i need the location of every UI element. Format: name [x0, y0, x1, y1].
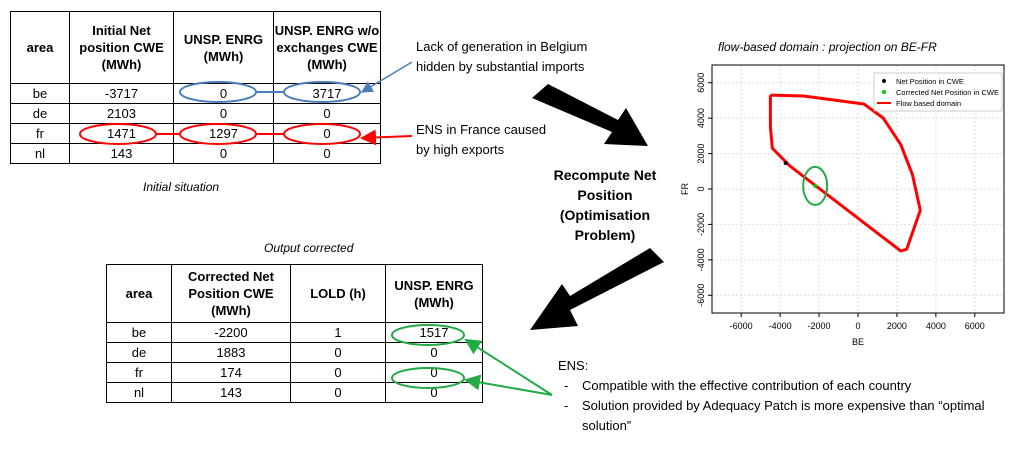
corrected-table: area Corrected Net Position CWE (MWh) LO… — [106, 264, 483, 403]
t1-cell: de — [10, 103, 70, 124]
ens-item: Compatible with the effective contributi… — [558, 376, 1002, 396]
t1-cell: -3717 — [69, 83, 174, 104]
x-tick-label: 6000 — [965, 321, 985, 331]
recompute-line: (Optimisation — [559, 207, 651, 223]
t1-cell: 0 — [273, 143, 381, 164]
recompute-line: Problem) — [574, 227, 636, 243]
t1-header-net-position: Initial Net position CWE (MWh) — [69, 11, 174, 84]
flow-based-chart: -6000 -4000 -2000 0 2000 4000 6000 -6000 -4000 -2… — [676, 57, 1016, 362]
x-axis-label: BE — [852, 337, 864, 347]
t1-cell: 1297 — [173, 123, 274, 144]
big-arrow-down-left — [530, 248, 664, 330]
t2-row: fr 174 0 0 — [106, 362, 483, 383]
t1-cell: 0 — [173, 103, 274, 124]
data-point — [783, 160, 788, 165]
legend-box — [873, 72, 1003, 112]
initial-situation-caption: Initial situation — [143, 180, 220, 194]
flow-domain-line — [768, 93, 922, 253]
t2-cell: fr — [106, 362, 172, 383]
t2-cell: 0 — [385, 342, 483, 363]
t2-cell: 0 — [385, 382, 483, 403]
t1-cell: 0 — [173, 143, 274, 164]
t2-cell: 0 — [290, 342, 386, 363]
t2-cell: 174 — [171, 362, 291, 383]
t2-cell: 1883 — [171, 342, 291, 363]
t1-row: nl 143 0 0 — [10, 143, 381, 164]
legend-label: Corrected Net Position in CWE — [896, 88, 999, 97]
t1-cell: 143 — [69, 143, 174, 164]
output-corrected-caption: Output corrected — [264, 241, 354, 255]
corrected-point-ellipse — [802, 165, 829, 206]
t2-cell: be — [106, 322, 172, 343]
chart-title: flow-based domain : projection on BE-FR — [718, 40, 937, 54]
data-point — [813, 183, 818, 188]
t2-cell: 0 — [290, 382, 386, 403]
t1-cell: 1471 — [69, 123, 174, 144]
t1-cell: 0 — [173, 83, 274, 104]
t2-cell: 1 — [290, 322, 386, 343]
ens-notes: ENS: Compatible with the effective contr… — [558, 356, 1002, 436]
t1-cell: 0 — [273, 123, 381, 144]
x-tick-label: 2000 — [887, 321, 907, 331]
flow-based-chart-svg: -6000 -4000 -2000 0 2000 4000 6000 -6000 -4000 -2… — [680, 64, 1005, 347]
belgium-note-line: Lack of generation in Belgium — [416, 39, 588, 54]
t1-cell: 2103 — [69, 103, 174, 124]
legend-label: Net Position in CWE — [896, 77, 964, 86]
ens-item: Solution provided by Adequacy Patch is m… — [558, 396, 1002, 436]
t1-cell: 0 — [273, 103, 381, 124]
y-tick-label: -2000 — [696, 213, 706, 236]
recompute-line: Recompute Net — [553, 167, 657, 183]
t2-header-lold: LOLD (h) — [290, 264, 386, 323]
t2-header-unsp: UNSP. ENRG (MWh) — [385, 264, 483, 323]
x-tick-label: -6000 — [730, 321, 753, 331]
x-tick-label: -2000 — [808, 321, 831, 331]
belgium-note-line: hidden by substantial imports — [416, 59, 585, 74]
t1-header-area: area — [10, 11, 70, 84]
france-note-line: ENS in France caused — [416, 122, 547, 137]
t2-cell: 0 — [290, 362, 386, 383]
legend-marker — [882, 79, 886, 83]
t1-row: de 2103 0 0 — [10, 103, 381, 124]
t2-row: de 1883 0 0 — [106, 342, 483, 363]
y-tick-label: -4000 — [696, 248, 706, 271]
t1-cell: be — [10, 83, 70, 104]
france-note-line: by high exports — [416, 142, 505, 157]
x-tick-label: 4000 — [926, 321, 946, 331]
ens-title: ENS: — [558, 358, 589, 373]
legend-label: Flow based domain — [896, 99, 961, 108]
t1-header-unsp-wo: UNSP. ENRG w/o exchanges CWE (MWh) — [273, 11, 381, 84]
belgium-note: Lack of generation in Belgium hidden by … — [416, 37, 587, 77]
t1-cell: fr — [10, 123, 70, 144]
y-tick-label: -6000 — [696, 284, 706, 307]
x-tick-label: -4000 — [769, 321, 792, 331]
t1-header-unsp: UNSP. ENRG (MWh) — [173, 11, 274, 84]
y-tick-label: 2000 — [696, 144, 706, 164]
t2-cell: 1517 — [385, 322, 483, 343]
t1-row: be -3717 0 3717 — [10, 83, 381, 104]
big-arrow-down-right — [532, 84, 648, 146]
y-tick-label: 0 — [696, 186, 706, 191]
t1-cell: 3717 — [273, 83, 381, 104]
initial-table: area Initial Net position CWE (MWh) UNSP… — [10, 11, 381, 164]
y-tick-label: 6000 — [696, 73, 706, 93]
t1-cell: nl — [10, 143, 70, 164]
y-axis-label: FR — [680, 183, 690, 195]
t2-cell: 0 — [385, 362, 483, 383]
t2-cell: de — [106, 342, 172, 363]
t1-row: fr 1471 1297 0 — [10, 123, 381, 144]
recompute-line: Position — [577, 187, 633, 203]
t2-cell: nl — [106, 382, 172, 403]
t2-row: be -2200 1 1517 — [106, 322, 483, 343]
france-note: ENS in France caused by high exports — [416, 120, 546, 160]
y-tick-label: 4000 — [696, 108, 706, 128]
legend-marker — [882, 90, 886, 94]
t2-cell: -2200 — [171, 322, 291, 343]
t2-header-area: area — [106, 264, 172, 323]
t2-cell: 143 — [171, 382, 291, 403]
recompute-label: Recompute Net Position (Optimisation Pro… — [546, 165, 664, 245]
t2-header-net-position: Corrected Net Position CWE (MWh) — [171, 264, 291, 323]
x-tick-label: 0 — [855, 321, 860, 331]
t2-row: nl 143 0 0 — [106, 382, 483, 403]
